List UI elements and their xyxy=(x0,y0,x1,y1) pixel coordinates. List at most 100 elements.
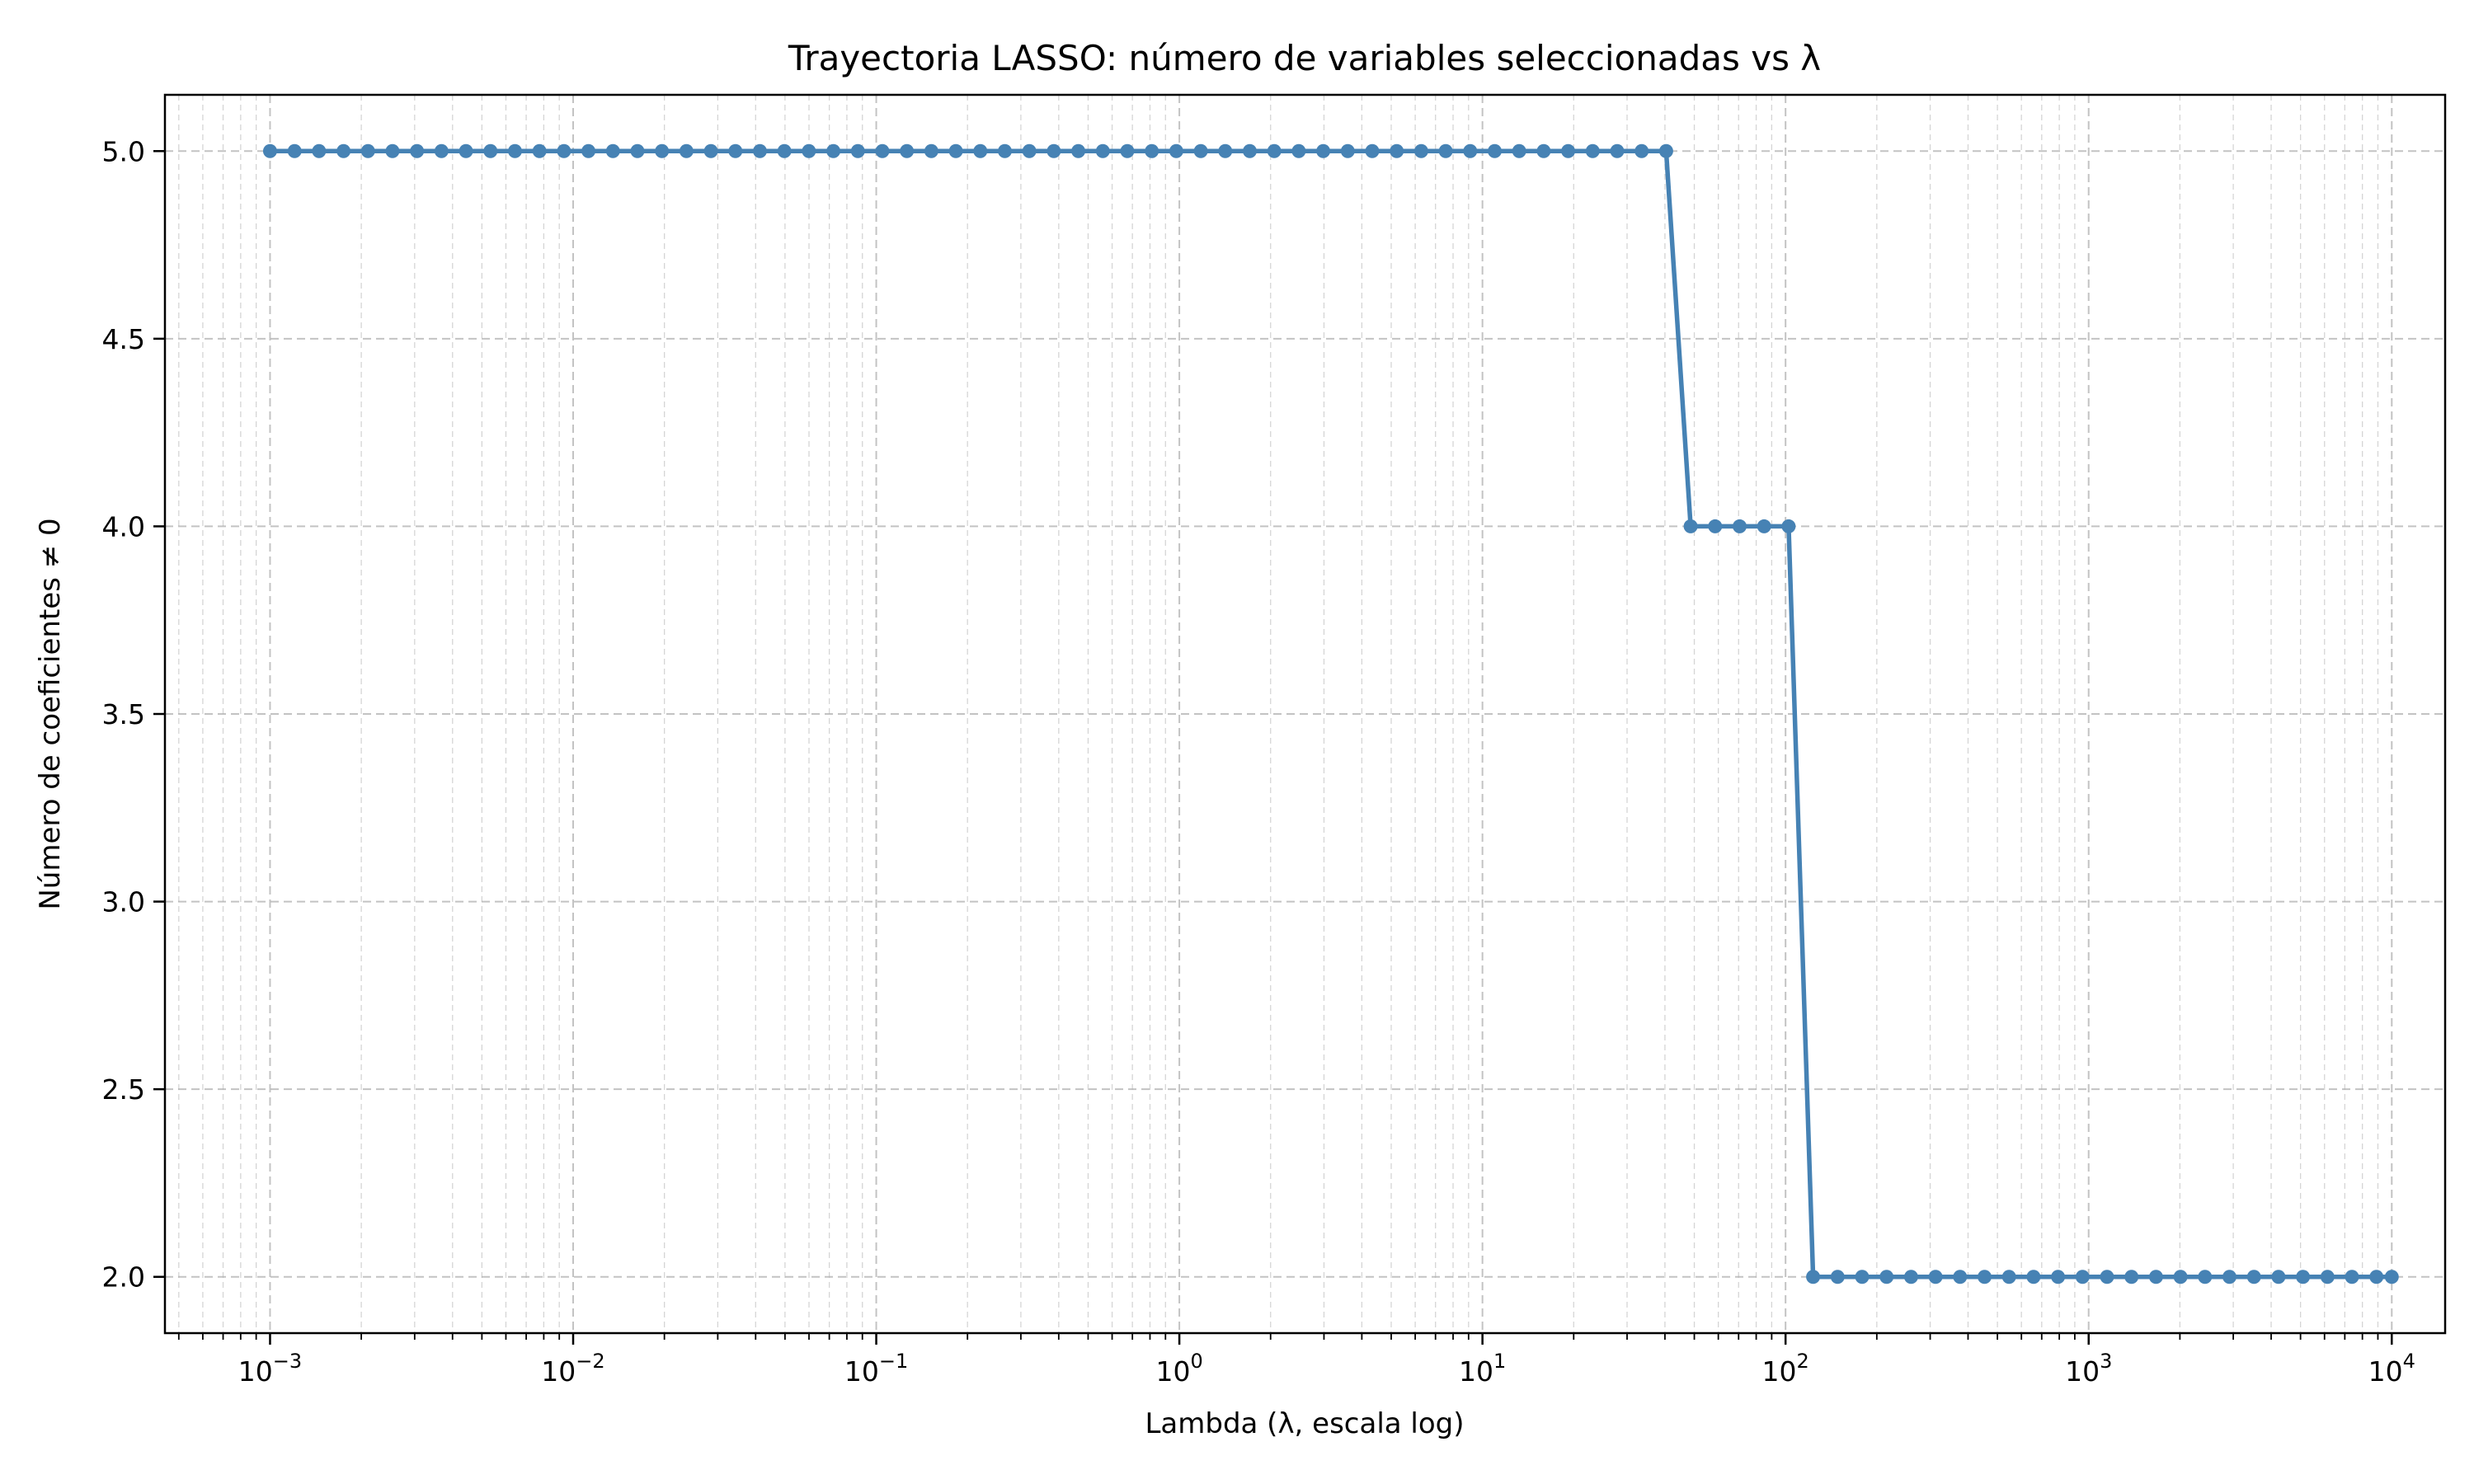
x-tick-label: 10−2 xyxy=(541,1350,604,1388)
series-group xyxy=(262,143,2399,1284)
data-point xyxy=(2296,1270,2311,1284)
data-point xyxy=(2369,1270,2384,1284)
data-point xyxy=(434,143,449,158)
y-tick-label: 2.5 xyxy=(102,1073,145,1106)
data-point xyxy=(850,143,865,158)
minor-grid xyxy=(178,95,2379,1333)
data-point xyxy=(1953,1270,1968,1284)
data-point xyxy=(900,143,915,158)
data-point xyxy=(2124,1270,2139,1284)
x-tick-label: 100 xyxy=(1155,1350,1202,1388)
data-point xyxy=(924,143,938,158)
data-point xyxy=(1561,143,1576,158)
data-point xyxy=(287,143,302,158)
data-point xyxy=(532,143,547,158)
data-point xyxy=(507,143,522,158)
data-point xyxy=(1903,1270,1918,1284)
data-point xyxy=(1365,143,1380,158)
data-point xyxy=(1390,143,1404,158)
data-point xyxy=(875,143,890,158)
data-point xyxy=(1806,1270,1821,1284)
data-point xyxy=(1291,143,1306,158)
data-point xyxy=(2320,1270,2335,1284)
data-point xyxy=(1879,1270,1894,1284)
data-point xyxy=(1585,143,1600,158)
data-point xyxy=(1634,143,1649,158)
data-point xyxy=(2026,1270,2041,1284)
data-point xyxy=(630,143,645,158)
y-tick-label: 4.0 xyxy=(102,510,145,542)
data-point xyxy=(2222,1270,2237,1284)
data-point xyxy=(483,143,498,158)
data-point xyxy=(1978,1270,1992,1284)
data-point xyxy=(2075,1270,2090,1284)
data-point xyxy=(1536,143,1551,158)
data-point xyxy=(2246,1270,2261,1284)
data-point xyxy=(655,143,670,158)
data-point xyxy=(459,143,473,158)
data-point xyxy=(679,143,694,158)
data-point xyxy=(1658,143,1673,158)
data-point xyxy=(1610,143,1625,158)
data-point xyxy=(2173,1270,2188,1284)
data-point xyxy=(826,143,841,158)
data-point xyxy=(1732,519,1747,533)
data-point xyxy=(410,143,425,158)
data-point xyxy=(1438,143,1453,158)
data-point xyxy=(1487,143,1502,158)
data-point xyxy=(2100,1270,2114,1284)
y-axis-label: Número de coeficientes ≠ 0 xyxy=(34,518,67,909)
data-point xyxy=(1855,1270,1870,1284)
x-tick-label: 101 xyxy=(1459,1350,1506,1388)
series-line xyxy=(270,148,2392,1280)
data-point xyxy=(336,143,351,158)
x-axis: 10−3 10−2 10−1 100 101 102 103 104 xyxy=(177,1333,2415,1388)
data-point xyxy=(2271,1270,2286,1284)
data-point xyxy=(1781,519,1796,533)
x-tick-label: 104 xyxy=(2368,1350,2415,1388)
data-point xyxy=(1512,143,1526,158)
data-point xyxy=(1757,519,1771,533)
data-point xyxy=(1413,143,1428,158)
y-tick-label: 2.0 xyxy=(102,1261,145,1294)
data-point xyxy=(1022,143,1037,158)
data-point xyxy=(1071,143,1086,158)
data-point xyxy=(1316,143,1331,158)
y-tick-label: 5.0 xyxy=(102,135,145,167)
x-tick-label: 10−3 xyxy=(238,1350,302,1388)
data-point xyxy=(802,143,816,158)
major-grid xyxy=(165,95,2445,1333)
data-point xyxy=(2384,1270,2399,1284)
chart-title: Trayectoria LASSO: número de variables s… xyxy=(788,38,1821,78)
data-point xyxy=(2148,1270,2163,1284)
data-point xyxy=(1340,143,1355,158)
data-point xyxy=(1095,143,1110,158)
data-point xyxy=(997,143,1012,158)
data-point xyxy=(1267,143,1282,158)
data-point xyxy=(1218,143,1233,158)
data-point xyxy=(752,143,767,158)
data-point xyxy=(2001,1270,2016,1284)
x-tick-label: 103 xyxy=(2065,1350,2112,1388)
x-axis-label: Lambda (λ, escala log) xyxy=(1145,1407,1464,1440)
y-tick-label: 3.0 xyxy=(102,886,145,918)
data-point xyxy=(948,143,963,158)
x-tick-label: 102 xyxy=(1762,1350,1809,1388)
data-point xyxy=(1928,1270,1943,1284)
data-point xyxy=(1830,1270,1845,1284)
data-point xyxy=(262,143,277,158)
data-point xyxy=(557,143,571,158)
data-point xyxy=(1463,143,1478,158)
data-point xyxy=(1242,143,1257,158)
data-point xyxy=(605,143,620,158)
data-point xyxy=(2345,1270,2359,1284)
y-tick-label: 4.5 xyxy=(102,323,145,355)
data-point xyxy=(973,143,988,158)
data-point xyxy=(360,143,375,158)
data-point xyxy=(1145,143,1159,158)
data-point xyxy=(312,143,327,158)
data-point xyxy=(1169,143,1183,158)
data-point xyxy=(1120,143,1135,158)
